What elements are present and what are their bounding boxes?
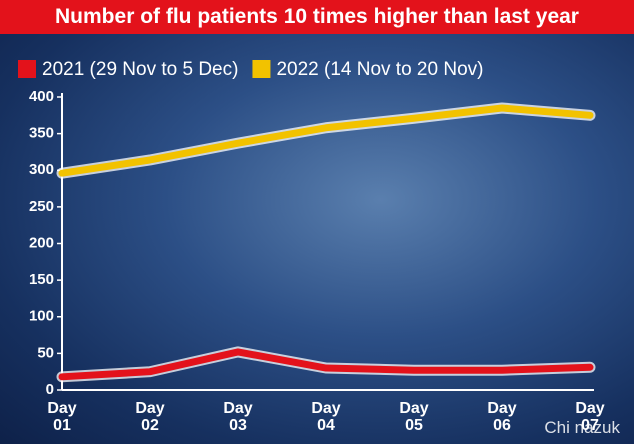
watermark: Chi nazuk — [544, 418, 620, 437]
legend-swatch — [252, 60, 271, 78]
line — [58, 348, 594, 381]
x-tick-label: Day 05 — [399, 400, 429, 434]
legend-swatch — [18, 60, 36, 78]
y-tick-label: 300 — [29, 161, 54, 178]
y-tick-label: 350 — [29, 125, 54, 142]
x-tick-label: Day 02 — [135, 400, 165, 434]
legend-label: 2021 (29 Nov to 5 Dec) — [42, 59, 238, 80]
x-tick-label: Day 07 — [575, 400, 605, 434]
y-tick-label: 0 — [46, 381, 54, 398]
x-tick-label: Day 06 — [487, 400, 517, 434]
y-tick-label: 200 — [29, 234, 54, 251]
y-tick-label: 50 — [37, 344, 54, 361]
y-tick-label: 150 — [29, 271, 54, 288]
legend-label: 2022 (14 Nov to 20 Nov) — [276, 59, 483, 80]
y-tick-label: 400 — [29, 88, 54, 105]
x-tick-label: Day 01 — [47, 400, 77, 434]
y-tick-label: 100 — [29, 308, 54, 325]
line — [58, 104, 594, 177]
chart-title: Number of flu patients 10 times higher t… — [0, 0, 634, 34]
x-tick-label: Day 04 — [311, 400, 341, 434]
x-tick-label: Day 03 — [223, 400, 253, 434]
y-tick-label: 250 — [29, 198, 54, 215]
